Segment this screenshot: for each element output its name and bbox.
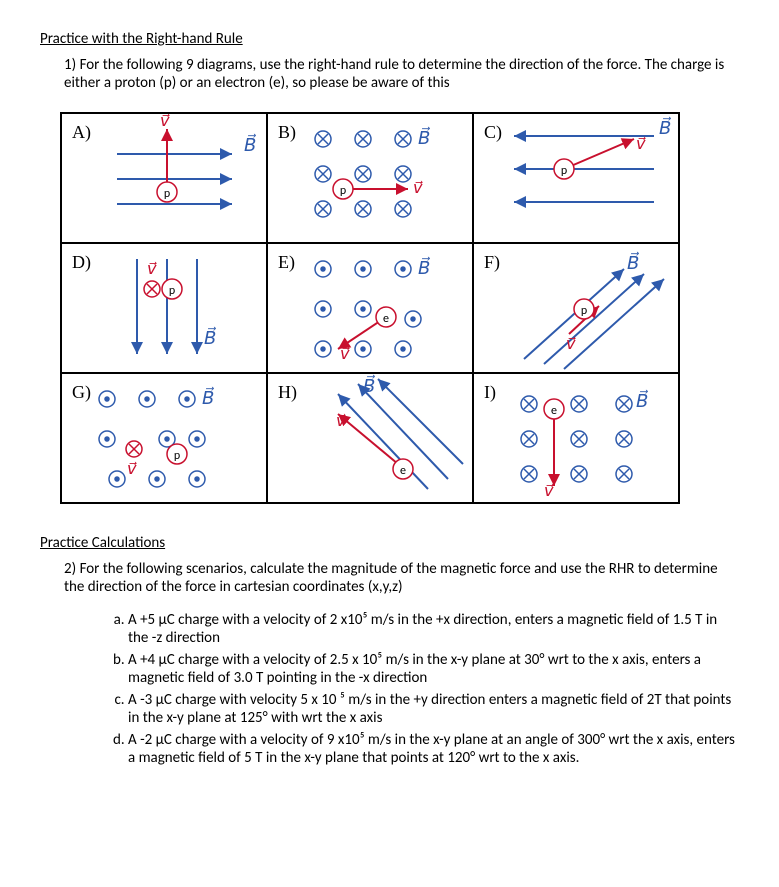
svg-text:v⃗: v⃗ [147, 261, 157, 278]
svg-text:v⃗: v⃗ [566, 336, 576, 353]
diagram-f: p B⃗ v⃗ [474, 244, 679, 373]
svg-text:v⃗: v⃗ [160, 114, 170, 130]
item-d: A -2 μC charge with a velocity of 9 x10⁵… [128, 731, 739, 767]
cell-d: D) p v⃗ B⃗ [61, 243, 267, 373]
svg-text:p: p [561, 164, 567, 178]
diagram-g: p B⃗ v⃗ [62, 374, 267, 503]
svg-text:v⃗: v⃗ [413, 180, 423, 197]
svg-text:B⃗: B⃗ [244, 134, 256, 155]
page-title: Practice with the Right-hand Rule [40, 30, 739, 48]
q2-number: 2) [64, 560, 76, 578]
svg-text:B⃗: B⃗ [363, 375, 375, 396]
cell-i: I) e B⃗ v⃗ [473, 373, 679, 503]
diagram-d: p v⃗ B⃗ [62, 244, 267, 373]
diagram-b: p B⃗ v⃗ [268, 114, 473, 243]
cell-c: C) p B⃗ v⃗ [473, 113, 679, 243]
item-a: A +5 μC charge with a velocity of 2 x10⁵… [128, 611, 739, 647]
cell-g: G) p B⃗ v⃗ [61, 373, 267, 503]
svg-text:B⃗: B⃗ [418, 127, 430, 148]
svg-text:p: p [340, 184, 346, 198]
cell-a: A) p B⃗ v⃗ [61, 113, 267, 243]
svg-text:B⃗: B⃗ [202, 387, 214, 408]
cell-f: F) p B⃗ v⃗ [473, 243, 679, 373]
q1-number: 1) [64, 56, 76, 74]
svg-text:e: e [383, 312, 389, 326]
svg-text:v⃗: v⃗ [544, 483, 554, 500]
diagram-a: p B⃗ v⃗ [62, 114, 267, 243]
calc-title: Practice Calculations [40, 534, 739, 552]
svg-text:p: p [164, 187, 170, 201]
svg-text:v⃗: v⃗ [336, 413, 346, 430]
svg-text:e: e [551, 404, 557, 418]
svg-text:p: p [174, 449, 180, 463]
svg-text:B⃗: B⃗ [418, 257, 430, 278]
svg-text:B⃗: B⃗ [627, 252, 639, 273]
svg-text:B⃗: B⃗ [636, 390, 648, 411]
diagram-c: p B⃗ v⃗ [474, 114, 679, 243]
q2-text: For the following scenarios, calculate t… [64, 560, 718, 596]
item-c: A -3 μC charge with velocity 5 x 10 ⁵ m/… [128, 691, 739, 727]
cell-b: B) p B⃗ v⃗ [267, 113, 473, 243]
sub-list: A +5 μC charge with a velocity of 2 x10⁵… [108, 611, 739, 767]
cell-h: H) e B⃗ v⃗ [267, 373, 473, 503]
question-1: 1) For the following 9 diagrams, use the… [64, 56, 739, 92]
svg-text:v⃗: v⃗ [340, 346, 350, 363]
question-2: 2) For the following scenarios, calculat… [64, 560, 739, 767]
q1-text: For the following 9 diagrams, use the ri… [64, 56, 724, 92]
svg-text:p: p [169, 284, 175, 298]
svg-text:p: p [581, 304, 587, 318]
svg-text:B⃗: B⃗ [204, 327, 216, 348]
diagram-i: e B⃗ v⃗ [474, 374, 679, 503]
svg-text:v⃗: v⃗ [636, 136, 646, 153]
diagram-h: e B⃗ v⃗ [268, 374, 473, 503]
cell-e: E) e B⃗ v⃗ [267, 243, 473, 373]
item-b: A +4 μC charge with a velocity of 2.5 x … [128, 651, 739, 687]
svg-text:B⃗: B⃗ [659, 117, 671, 138]
diagram-grid: A) p B⃗ v⃗ B) [60, 112, 680, 504]
svg-text:v⃗: v⃗ [127, 461, 137, 478]
svg-text:e: e [400, 464, 406, 478]
diagram-e: e B⃗ v⃗ [268, 244, 473, 373]
